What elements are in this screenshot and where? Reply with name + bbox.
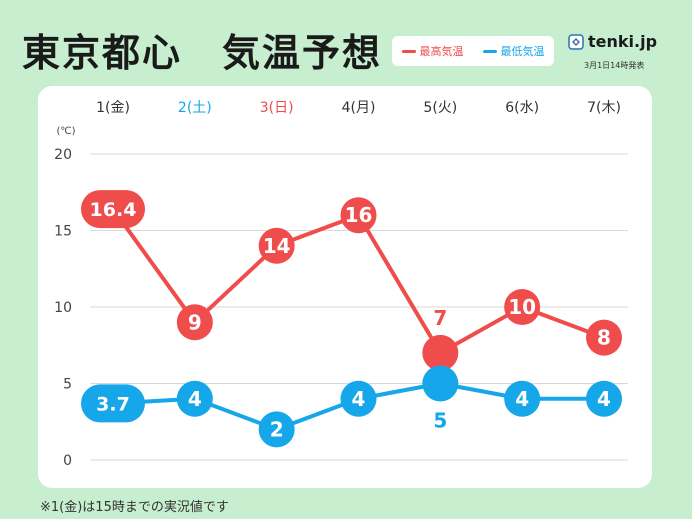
high-temp-marker bbox=[176, 304, 213, 341]
low-temp-marker bbox=[258, 411, 295, 448]
low-temp-data-label: 5 bbox=[433, 409, 447, 433]
low-temp-data-label: 2 bbox=[270, 417, 284, 441]
brand-name: tenki.jp bbox=[588, 32, 658, 51]
low-temp-data-label: 4 bbox=[597, 387, 611, 411]
y-tick-label: 0 bbox=[63, 453, 72, 469]
low-temp-data-label: 4 bbox=[352, 387, 366, 411]
legend-label-low: 最低気温 bbox=[500, 45, 545, 58]
low-temp-marker bbox=[340, 380, 377, 417]
low-temp-data-label: 3.7 bbox=[96, 393, 130, 415]
low-temp-data-label: 4 bbox=[515, 387, 529, 411]
legend-item-low: 最低気温 bbox=[482, 43, 545, 59]
low-temp-marker bbox=[422, 365, 459, 402]
low-temp-marker bbox=[81, 384, 145, 423]
x-category-label: 4(月) bbox=[342, 100, 376, 116]
y-tick-label: 10 bbox=[54, 300, 72, 316]
low-temp-marker bbox=[586, 380, 622, 417]
footnote: ※1(金)は15時までの実況値です bbox=[40, 500, 229, 515]
low-temp-data-label: 4 bbox=[188, 387, 202, 411]
low-temp-marker bbox=[176, 380, 213, 417]
brand: tenki.jp bbox=[568, 32, 657, 51]
legend: 最高気温 最低気温 bbox=[392, 36, 554, 66]
x-category-label: 3(日) bbox=[260, 100, 294, 116]
page-title: 東京都心 気温予想 bbox=[22, 31, 383, 75]
high-temp-data-label: 9 bbox=[188, 310, 202, 334]
y-axis-unit: (℃) bbox=[56, 126, 75, 137]
legend-line-low bbox=[482, 49, 497, 53]
x-category-label: 7(木) bbox=[587, 100, 621, 116]
release-time: 3月1日14時発表 bbox=[584, 61, 645, 70]
chart-panel: 0 5 10 15 20 (℃) 1(金) 2(土) 3(日) 4(月) 5(火) 6(水) 7(木) 1… bbox=[38, 86, 652, 488]
high-temp-data-label: 16 bbox=[345, 203, 373, 227]
high-temp-marker bbox=[504, 289, 541, 325]
y-tick-label: 5 bbox=[63, 377, 72, 393]
y-tick-label: 15 bbox=[54, 224, 72, 240]
high-temp-data-label: 7 bbox=[433, 306, 447, 330]
legend-label-high: 最高気温 bbox=[419, 45, 464, 58]
high-temp-marker bbox=[81, 190, 145, 229]
y-tick-label: 20 bbox=[54, 147, 72, 163]
legend-item-high: 最高気温 bbox=[401, 43, 464, 59]
x-category-label: 2(土) bbox=[178, 100, 212, 116]
high-temp-marker bbox=[586, 319, 622, 356]
temperature-chart: 0 5 10 15 20 (℃) 1(金) 2(土) 3(日) 4(月) 5(火) 6(水) 7(木) 1… bbox=[54, 100, 628, 469]
high-temp-marker bbox=[422, 334, 459, 371]
high-temp-data-label: 14 bbox=[263, 234, 291, 258]
tenki-logo-icon bbox=[568, 33, 584, 50]
high-temp-marker bbox=[340, 197, 377, 234]
x-category-label: 6(水) bbox=[505, 100, 539, 116]
high-temp-data-label: 16.4 bbox=[90, 199, 137, 221]
x-category-label: 1(金) bbox=[96, 100, 130, 116]
x-category-label: 5(火) bbox=[423, 100, 457, 116]
legend-line-high bbox=[401, 49, 416, 53]
low-temp-marker bbox=[504, 380, 541, 417]
high-temp-data-label: 10 bbox=[508, 295, 536, 319]
high-temp-marker bbox=[258, 227, 295, 264]
high-temp-data-label: 8 bbox=[597, 326, 611, 350]
